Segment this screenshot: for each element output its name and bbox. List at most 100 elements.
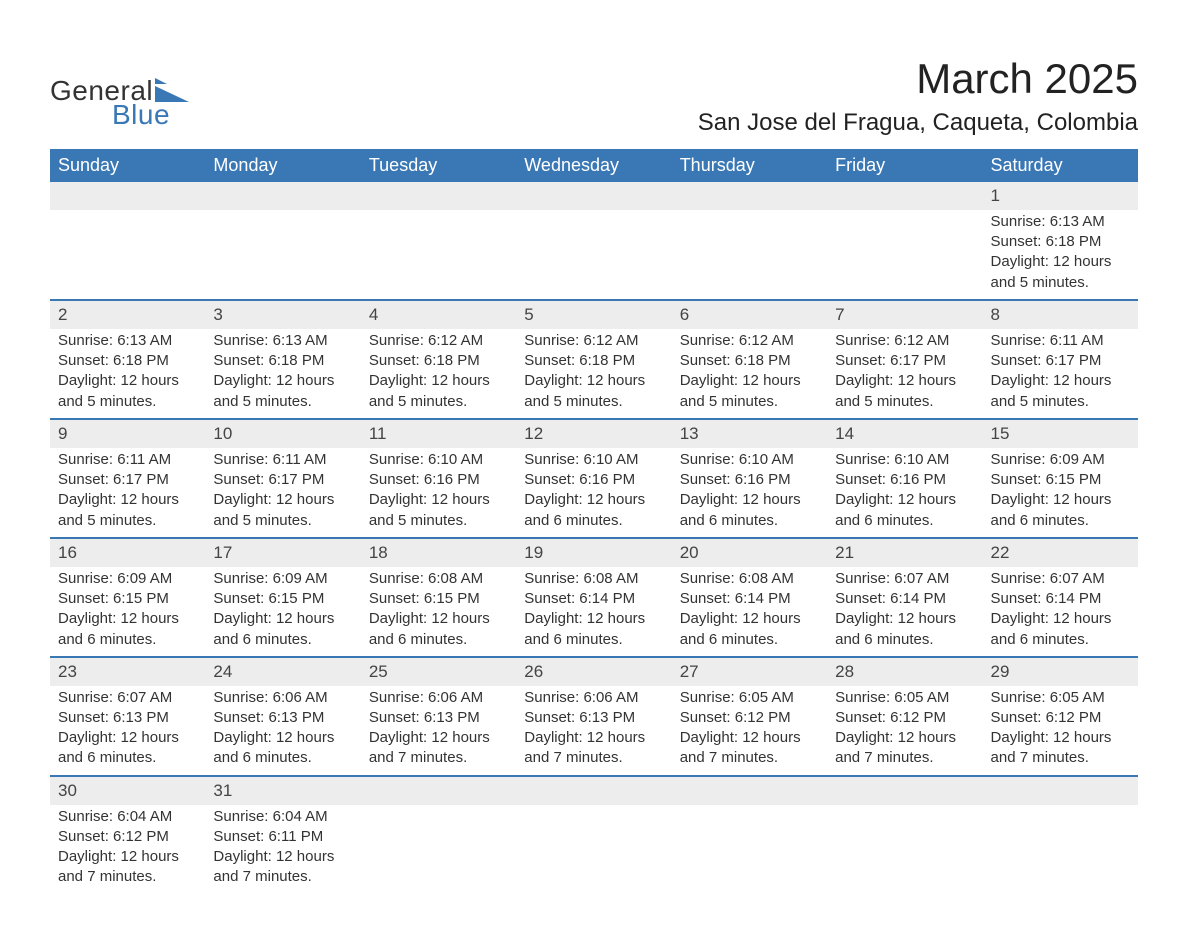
day-details: Sunrise: 6:11 AMSunset: 6:17 PMDaylight:…: [983, 329, 1138, 419]
day-line: Sunrise: 6:06 AM: [213, 688, 352, 708]
day-line: Sunset: 6:15 PM: [213, 589, 352, 609]
day-line: Daylight: 12 hours: [213, 490, 352, 510]
day-details: Sunrise: 6:08 AMSunset: 6:14 PMDaylight:…: [672, 567, 827, 657]
day-line: Daylight: 12 hours: [58, 371, 197, 391]
day-line: and 6 minutes.: [680, 630, 819, 650]
day-number: 9: [50, 419, 205, 448]
day-line: Sunset: 6:16 PM: [835, 470, 974, 490]
day-line: Sunset: 6:17 PM: [835, 351, 974, 371]
day-details: Sunrise: 6:11 AMSunset: 6:17 PMDaylight:…: [205, 448, 360, 538]
day-details: [672, 210, 827, 300]
calendar-table: Sunday Monday Tuesday Wednesday Thursday…: [50, 149, 1138, 894]
day-line: Daylight: 12 hours: [524, 371, 663, 391]
day-details: Sunrise: 6:04 AMSunset: 6:12 PMDaylight:…: [50, 805, 205, 894]
day-details: Sunrise: 6:10 AMSunset: 6:16 PMDaylight:…: [361, 448, 516, 538]
day-line: Daylight: 12 hours: [369, 609, 508, 629]
day-details: [516, 210, 671, 300]
day-details: Sunrise: 6:08 AMSunset: 6:14 PMDaylight:…: [516, 567, 671, 657]
day-line: Sunset: 6:16 PM: [369, 470, 508, 490]
day-line: Sunset: 6:18 PM: [213, 351, 352, 371]
day-line: Sunrise: 6:10 AM: [524, 450, 663, 470]
details-row: Sunrise: 6:07 AMSunset: 6:13 PMDaylight:…: [50, 686, 1138, 776]
day-line: Sunrise: 6:11 AM: [991, 331, 1130, 351]
daynum-row: 1: [50, 182, 1138, 210]
day-line: Sunrise: 6:05 AM: [835, 688, 974, 708]
day-details: Sunrise: 6:12 AMSunset: 6:18 PMDaylight:…: [516, 329, 671, 419]
day-number: 13: [672, 419, 827, 448]
day-line: Sunset: 6:13 PM: [213, 708, 352, 728]
day-line: Sunset: 6:16 PM: [680, 470, 819, 490]
details-row: Sunrise: 6:13 AMSunset: 6:18 PMDaylight:…: [50, 329, 1138, 419]
day-line: Sunset: 6:12 PM: [991, 708, 1130, 728]
details-row: Sunrise: 6:04 AMSunset: 6:12 PMDaylight:…: [50, 805, 1138, 894]
day-line: Daylight: 12 hours: [680, 490, 819, 510]
day-line: Sunrise: 6:10 AM: [369, 450, 508, 470]
daynum-row: 3031: [50, 776, 1138, 805]
day-details: [827, 210, 982, 300]
day-number: 24: [205, 657, 360, 686]
header: General Blue March 2025 San Jose del Fra…: [50, 55, 1138, 137]
day-line: Sunset: 6:13 PM: [369, 708, 508, 728]
day-line: Daylight: 12 hours: [213, 609, 352, 629]
day-line: and 5 minutes.: [369, 511, 508, 531]
month-title: March 2025: [698, 55, 1138, 103]
daynum-row: 2345678: [50, 300, 1138, 329]
day-line: and 6 minutes.: [680, 511, 819, 531]
day-details: Sunrise: 6:11 AMSunset: 6:17 PMDaylight:…: [50, 448, 205, 538]
day-line: Daylight: 12 hours: [991, 252, 1130, 272]
details-row: Sunrise: 6:09 AMSunset: 6:15 PMDaylight:…: [50, 567, 1138, 657]
day-details: Sunrise: 6:10 AMSunset: 6:16 PMDaylight:…: [516, 448, 671, 538]
day-details: Sunrise: 6:13 AMSunset: 6:18 PMDaylight:…: [205, 329, 360, 419]
day-number: 25: [361, 657, 516, 686]
day-line: Sunrise: 6:10 AM: [680, 450, 819, 470]
day-number: 7: [827, 300, 982, 329]
day-details: Sunrise: 6:12 AMSunset: 6:17 PMDaylight:…: [827, 329, 982, 419]
day-line: Daylight: 12 hours: [369, 371, 508, 391]
day-line: and 7 minutes.: [524, 748, 663, 768]
day-line: Daylight: 12 hours: [213, 847, 352, 867]
day-line: Sunrise: 6:06 AM: [369, 688, 508, 708]
col-wednesday: Wednesday: [516, 149, 671, 182]
day-number: 8: [983, 300, 1138, 329]
day-line: Daylight: 12 hours: [991, 728, 1130, 748]
day-number: [205, 182, 360, 210]
day-line: Sunset: 6:15 PM: [991, 470, 1130, 490]
day-line: Sunrise: 6:05 AM: [991, 688, 1130, 708]
day-number: 28: [827, 657, 982, 686]
day-line: Sunrise: 6:11 AM: [213, 450, 352, 470]
day-details: [205, 210, 360, 300]
day-number: 31: [205, 776, 360, 805]
day-line: Daylight: 12 hours: [680, 728, 819, 748]
day-line: and 5 minutes.: [991, 392, 1130, 412]
day-line: Sunset: 6:15 PM: [58, 589, 197, 609]
day-details: Sunrise: 6:05 AMSunset: 6:12 PMDaylight:…: [983, 686, 1138, 776]
day-line: Sunrise: 6:07 AM: [835, 569, 974, 589]
day-line: and 6 minutes.: [991, 511, 1130, 531]
day-line: Daylight: 12 hours: [835, 609, 974, 629]
day-line: and 5 minutes.: [58, 392, 197, 412]
day-number: 11: [361, 419, 516, 448]
day-line: Sunset: 6:17 PM: [213, 470, 352, 490]
day-line: Daylight: 12 hours: [991, 490, 1130, 510]
day-details: Sunrise: 6:13 AMSunset: 6:18 PMDaylight:…: [983, 210, 1138, 300]
day-line: Daylight: 12 hours: [680, 371, 819, 391]
day-line: Daylight: 12 hours: [991, 371, 1130, 391]
day-details: Sunrise: 6:09 AMSunset: 6:15 PMDaylight:…: [205, 567, 360, 657]
day-number: 18: [361, 538, 516, 567]
day-line: Daylight: 12 hours: [524, 728, 663, 748]
day-line: and 7 minutes.: [835, 748, 974, 768]
day-details: Sunrise: 6:07 AMSunset: 6:14 PMDaylight:…: [827, 567, 982, 657]
day-details: [50, 210, 205, 300]
day-details: Sunrise: 6:06 AMSunset: 6:13 PMDaylight:…: [361, 686, 516, 776]
day-number: [827, 182, 982, 210]
day-details: Sunrise: 6:12 AMSunset: 6:18 PMDaylight:…: [361, 329, 516, 419]
day-details: [361, 210, 516, 300]
day-line: Sunrise: 6:08 AM: [369, 569, 508, 589]
day-line: and 6 minutes.: [835, 630, 974, 650]
day-line: Sunset: 6:14 PM: [835, 589, 974, 609]
day-line: Daylight: 12 hours: [524, 609, 663, 629]
day-details: Sunrise: 6:04 AMSunset: 6:11 PMDaylight:…: [205, 805, 360, 894]
day-details: [361, 805, 516, 894]
day-details: Sunrise: 6:10 AMSunset: 6:16 PMDaylight:…: [827, 448, 982, 538]
day-line: and 5 minutes.: [680, 392, 819, 412]
